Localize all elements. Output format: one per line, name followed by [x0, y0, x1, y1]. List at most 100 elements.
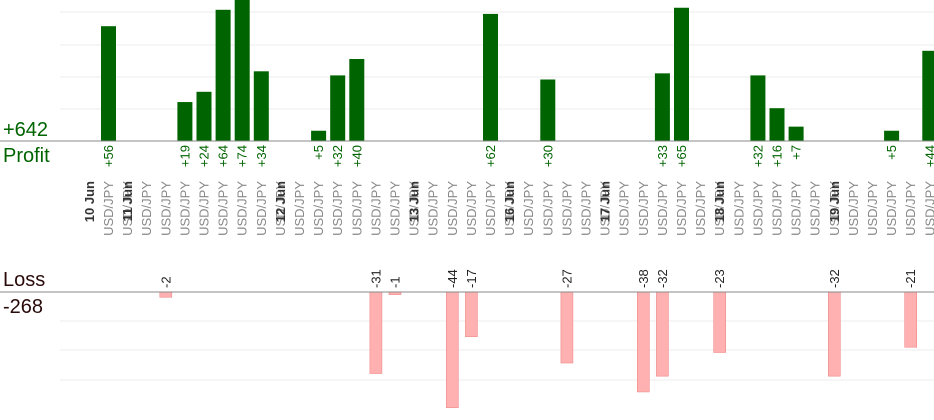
date-label: 16 Jun	[502, 181, 517, 222]
pair-label: USD/JPY	[254, 181, 269, 236]
profit-value-label: +5	[311, 145, 326, 160]
pair-label: USD/JPY	[922, 181, 934, 236]
pair-label: USD/JPY	[559, 181, 574, 236]
date-label: 18 Jun	[712, 181, 727, 222]
pair-label: USD/JPY	[693, 181, 708, 236]
loss-value-label: -21	[903, 269, 918, 288]
profit-value-label: +40	[349, 145, 364, 167]
loss-label: Loss	[3, 269, 46, 291]
profit-bar	[177, 102, 193, 141]
profit-bar	[769, 108, 785, 141]
profit-value-label: +19	[177, 145, 192, 167]
profit-value-label: +44	[922, 145, 934, 167]
profit-value-label: +7	[789, 145, 804, 160]
loss-value-label: -32	[827, 269, 842, 288]
pair-label: USD/JPY	[674, 181, 689, 236]
profit-bar	[540, 79, 556, 141]
profit-value-label: +64	[216, 145, 231, 167]
pair-label: USD/JPY	[655, 181, 670, 236]
loss-value-label: -32	[655, 269, 670, 288]
pair-label: USD/JPY	[903, 181, 918, 236]
loss-bar	[656, 291, 669, 377]
pair-label: USD/JPY	[216, 181, 231, 236]
pair-label: USD/JPY	[120, 181, 135, 236]
date-label: 19 Jun	[827, 181, 842, 222]
pair-label: USD/JPY	[502, 181, 517, 236]
loss-bar	[159, 291, 173, 298]
profit-value-label: +32	[330, 145, 345, 167]
pair-label: USD/JPY	[846, 181, 861, 236]
loss-value-label: -44	[445, 269, 460, 288]
pair-label: USD/JPY	[789, 181, 804, 236]
date-label: 11 Jun	[120, 181, 135, 222]
date-label: 10 Jun	[82, 181, 97, 222]
profit-bar	[654, 73, 670, 141]
loss-bar	[369, 291, 383, 374]
pair-label: USD/JPY	[388, 181, 403, 236]
profit-bar	[884, 130, 900, 141]
pair-label: USD/JPY	[292, 181, 307, 236]
profit-bar	[750, 75, 766, 141]
loss-value-label: -27	[559, 269, 574, 288]
profit-total: +642	[3, 119, 49, 141]
loss-total: -268	[3, 296, 44, 318]
pair-label: USD/JPY	[712, 181, 727, 236]
loss-value-label: -38	[636, 269, 651, 288]
loss-value-label: -2	[158, 276, 173, 288]
pair-label: USD/JPY	[197, 181, 212, 236]
pair-label: USD/JPY	[636, 181, 651, 236]
profit-bar	[253, 71, 269, 141]
profit-bar	[215, 9, 231, 141]
profit-bar	[311, 130, 327, 141]
pair-label: USD/JPY	[770, 181, 785, 236]
loss-value-label: -1	[388, 276, 403, 288]
pair-label: USD/JPY	[368, 181, 383, 236]
profit-bar	[330, 75, 346, 141]
pair-label: USD/JPY	[483, 181, 498, 236]
pair-label: USD/JPY	[865, 181, 880, 236]
loss-bar	[827, 291, 841, 377]
date-label: 12 Jun	[273, 181, 288, 222]
profit-value-label: +65	[674, 145, 689, 167]
profit-label: Profit	[3, 145, 50, 167]
profit-value-label: +16	[770, 145, 785, 167]
pair-label: USD/JPY	[177, 181, 192, 236]
pair-label: USD/JPY	[445, 181, 460, 236]
pair-label: USD/JPY	[349, 181, 364, 236]
value-labels: +56 -2 +19 +24 +64 +74 +34 +5 +32 +40 -31 -1 -44 -17 +…	[101, 145, 934, 288]
pair-label: USD/JPY	[808, 181, 823, 236]
profit-bar	[788, 126, 804, 141]
loss-value-label: -31	[368, 269, 383, 288]
profit-bar	[674, 7, 689, 141]
pair-label: USD/JPY	[540, 181, 555, 236]
profit-bar	[234, 0, 250, 141]
profit-value-label: +56	[101, 145, 116, 167]
pair-label: USD/JPY	[731, 181, 746, 236]
profit-value-label: +33	[655, 145, 670, 167]
pair-label: USD/JPY	[750, 181, 765, 236]
profit-bar	[483, 13, 498, 141]
pair-label: USD/JPY	[598, 181, 613, 236]
date-label: 13 Jun	[407, 181, 422, 222]
loss-bar	[560, 291, 574, 364]
pair-label: USD/JPY	[579, 181, 594, 236]
pair-label: USD/JPY	[407, 181, 422, 236]
pair-label: USD/JPY	[311, 181, 326, 236]
profit-value-label: +24	[197, 145, 212, 167]
loss-bar	[713, 291, 727, 353]
date-label: 17 Jun	[598, 181, 613, 222]
loss-value-label: -23	[712, 269, 727, 288]
loss-bar	[465, 291, 478, 338]
profit-value-label: +30	[540, 145, 555, 167]
pair-label: USD/JPY	[235, 181, 250, 236]
profit-bar	[196, 91, 212, 141]
pair-label: USD/JPY	[827, 181, 842, 236]
pair-label: USD/JPY	[101, 181, 116, 236]
loss-value-label: -17	[464, 269, 479, 288]
profit-bar	[922, 50, 934, 141]
profit-value-label: +74	[235, 145, 250, 167]
profit-bar	[349, 59, 365, 141]
loss-bar	[445, 291, 459, 409]
profit-value-label: +32	[750, 145, 765, 167]
